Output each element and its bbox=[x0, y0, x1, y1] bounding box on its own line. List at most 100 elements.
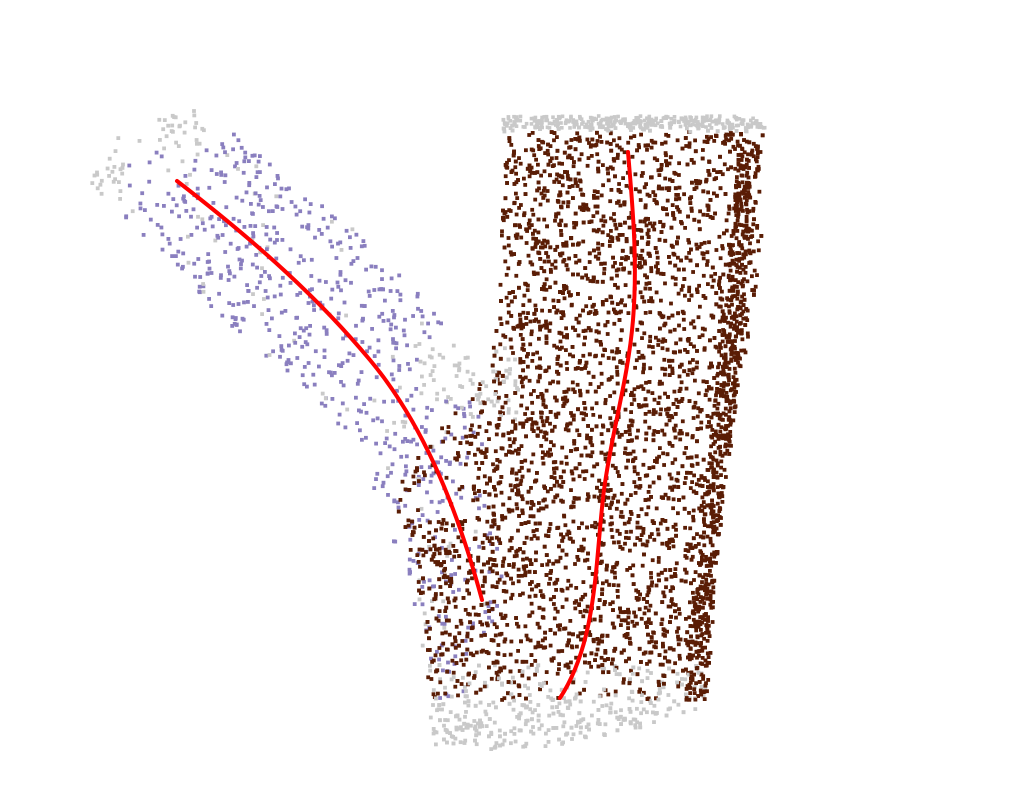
left-branch-point-cloud-point bbox=[283, 309, 288, 313]
right-trunk-point-cloud-point bbox=[675, 138, 680, 143]
left-branch-point-cloud-point bbox=[422, 383, 426, 387]
left-branch-point-cloud-point bbox=[446, 660, 450, 665]
right-trunk-point-cloud-point bbox=[626, 536, 631, 540]
right-trunk-point-cloud-point bbox=[687, 144, 692, 149]
right-trunk-point-cloud-point bbox=[526, 222, 531, 226]
right-trunk-point-cloud-point bbox=[649, 145, 654, 150]
left-branch-point-cloud-point bbox=[477, 506, 481, 511]
left-branch-point-cloud-point bbox=[270, 316, 274, 321]
right-trunk-point-cloud-point bbox=[457, 631, 462, 636]
right-trunk-point-cloud-point bbox=[577, 135, 582, 140]
right-trunk-point-cloud-point bbox=[565, 532, 569, 537]
left-branch-point-cloud-point bbox=[344, 228, 349, 233]
right-trunk-point-cloud-point bbox=[555, 135, 559, 139]
left-branch-point-cloud-point bbox=[362, 402, 366, 406]
left-branch-point-cloud-point bbox=[423, 428, 428, 432]
right-trunk-point-cloud-point bbox=[693, 138, 697, 143]
right-trunk-point-cloud-point bbox=[638, 721, 642, 726]
left-branch-point-cloud-point bbox=[364, 410, 369, 415]
right-trunk-point-cloud-point bbox=[643, 203, 648, 208]
right-trunk-point-cloud-point bbox=[683, 677, 688, 682]
right-trunk-point-cloud-point bbox=[589, 651, 594, 656]
right-trunk-point-cloud-point bbox=[534, 157, 538, 162]
right-trunk-point-cloud-point bbox=[635, 264, 640, 268]
right-trunk-point-cloud-point bbox=[548, 285, 552, 290]
right-trunk-point-cloud-point bbox=[719, 465, 723, 470]
right-trunk-point-cloud-point bbox=[616, 717, 621, 721]
right-trunk-point-cloud-point bbox=[460, 405, 464, 410]
right-trunk-point-cloud-point bbox=[544, 533, 548, 538]
left-branch-point-cloud-point bbox=[411, 559, 416, 563]
right-trunk-point-cloud-point bbox=[528, 582, 532, 586]
right-trunk-point-cloud-point bbox=[627, 517, 632, 521]
right-trunk-point-cloud-point bbox=[695, 414, 700, 419]
right-trunk-point-cloud-point bbox=[602, 271, 606, 276]
left-branch-point-cloud-point bbox=[309, 257, 314, 262]
right-trunk-point-cloud-point bbox=[515, 196, 520, 200]
right-trunk-point-cloud-point bbox=[529, 165, 534, 170]
right-trunk-point-cloud-point bbox=[518, 320, 523, 325]
right-trunk-point-cloud-point bbox=[597, 499, 602, 503]
right-trunk-point-cloud-point bbox=[658, 168, 663, 172]
right-trunk-point-cloud-point bbox=[440, 521, 445, 526]
right-trunk-point-cloud-point bbox=[660, 366, 665, 371]
right-trunk-point-cloud-point bbox=[667, 358, 671, 363]
right-trunk-point-cloud-point bbox=[686, 338, 691, 343]
right-trunk-point-cloud-point bbox=[666, 604, 671, 609]
left-branch-point-cloud-point bbox=[330, 397, 335, 401]
left-branch-point-cloud-point bbox=[392, 539, 396, 544]
unassigned-point-cloud-point bbox=[559, 121, 563, 125]
left-branch-point-cloud-point bbox=[431, 584, 435, 589]
right-trunk-point-cloud-point bbox=[677, 611, 682, 616]
right-trunk-point-cloud-point bbox=[644, 543, 649, 548]
left-branch-point-cloud-point bbox=[394, 341, 399, 346]
right-trunk-point-cloud-point bbox=[601, 423, 605, 428]
right-trunk-point-cloud-point bbox=[467, 591, 471, 596]
right-trunk-point-cloud-point bbox=[647, 484, 652, 489]
right-trunk-point-cloud-point bbox=[639, 384, 644, 389]
right-trunk-point-cloud-point bbox=[639, 174, 644, 178]
right-trunk-point-cloud-point bbox=[473, 491, 477, 496]
right-trunk-point-cloud-point bbox=[520, 497, 525, 502]
right-trunk-point-cloud-point bbox=[451, 735, 455, 739]
right-trunk-point-cloud-point bbox=[619, 618, 624, 623]
left-branch-point-cloud-point bbox=[253, 191, 258, 196]
right-trunk-point-cloud-point bbox=[437, 546, 442, 551]
right-trunk-point-cloud-point bbox=[577, 603, 581, 607]
right-trunk-point-cloud-point bbox=[556, 525, 561, 530]
left-branch-point-cloud-point bbox=[200, 217, 205, 222]
unassigned-point-cloud-point bbox=[647, 114, 652, 119]
unassigned-point-cloud-point bbox=[578, 114, 582, 119]
right-trunk-point-cloud-point bbox=[616, 540, 621, 545]
right-trunk-point-cloud-point bbox=[726, 320, 730, 325]
right-trunk-point-cloud-point bbox=[411, 530, 416, 535]
right-trunk-point-cloud-point bbox=[531, 231, 535, 236]
right-trunk-point-cloud-point bbox=[699, 242, 704, 246]
right-trunk-point-cloud-point bbox=[569, 488, 573, 492]
right-trunk-point-cloud-point bbox=[555, 244, 560, 249]
right-trunk-point-cloud-point bbox=[661, 207, 666, 211]
right-trunk-point-cloud-point bbox=[508, 483, 513, 488]
left-branch-point-cloud-point bbox=[323, 403, 328, 408]
right-trunk-point-cloud-point bbox=[506, 303, 511, 308]
right-trunk-point-cloud-point bbox=[549, 440, 553, 444]
left-branch-point-cloud-point bbox=[219, 273, 223, 278]
right-trunk-point-cloud-point bbox=[608, 506, 612, 510]
right-trunk-point-cloud-point bbox=[594, 401, 599, 406]
right-trunk-point-cloud-point bbox=[612, 442, 617, 447]
right-trunk-point-cloud-point bbox=[484, 429, 489, 433]
right-trunk-point-cloud-point bbox=[513, 379, 518, 384]
right-trunk-point-cloud-point bbox=[608, 416, 613, 421]
right-trunk-point-cloud-point bbox=[569, 138, 574, 142]
left-branch-point-cloud-point bbox=[174, 254, 178, 258]
left-branch-point-cloud-point bbox=[448, 541, 453, 546]
left-branch-point-cloud-point bbox=[303, 197, 307, 202]
left-branch-point-cloud-point bbox=[117, 180, 121, 184]
left-branch-point-cloud-point bbox=[167, 241, 172, 246]
left-branch-point-cloud-point bbox=[130, 209, 135, 214]
right-trunk-point-cloud-point bbox=[528, 514, 533, 519]
left-branch-point-cloud-point bbox=[184, 182, 189, 186]
right-trunk-point-cloud-point bbox=[515, 715, 519, 719]
right-trunk-point-cloud-point bbox=[514, 212, 519, 217]
right-trunk-point-cloud-point bbox=[695, 532, 699, 536]
